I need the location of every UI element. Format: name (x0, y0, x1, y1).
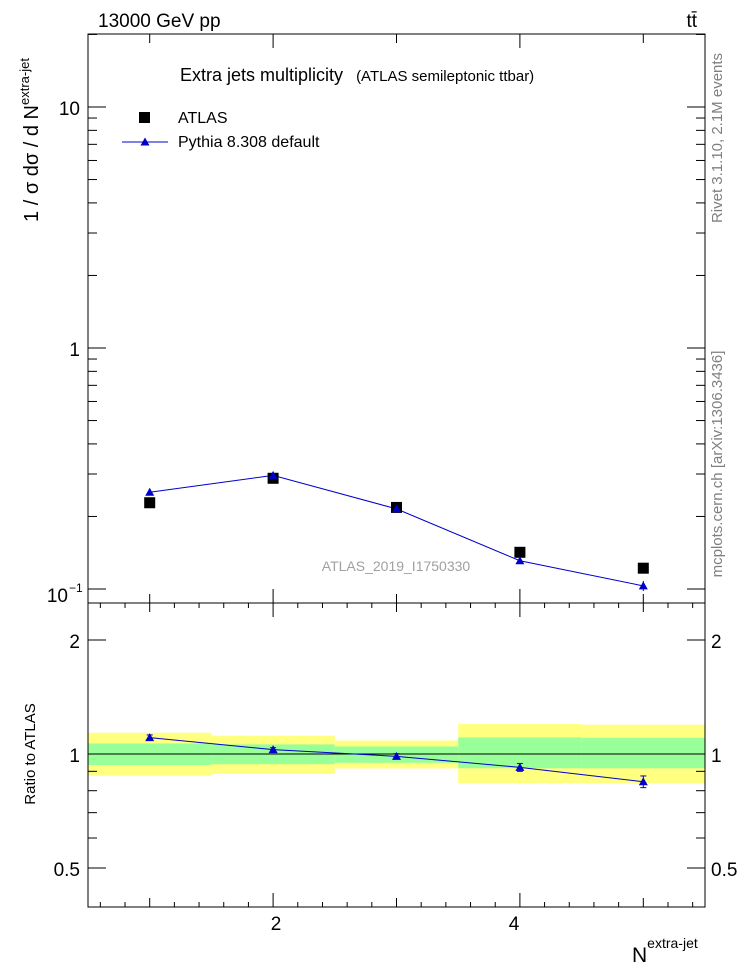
y-tick-label-0.1: 10 (47, 586, 68, 607)
analysis-watermark: ATLAS_2019_I1750330 (322, 558, 471, 574)
energy-label: 13000 GeV pp (98, 11, 221, 32)
legend-pythia-marker (140, 137, 150, 146)
atlas-point (144, 497, 156, 509)
pythia-point (145, 487, 155, 496)
ratio-pythia-point (268, 745, 278, 754)
main-data-layer (144, 470, 649, 592)
ratio-y-label-right-1: 1 (711, 746, 722, 767)
ratio-y-axis-title: Ratio to ATLAS (22, 703, 39, 804)
ratio-y-ticks (88, 639, 705, 869)
y-tick-label-1: 1 (69, 340, 80, 361)
ratio-panel: 2 1 0.5 2 1 0.5 Ratio to ATLAS 2 4 Nextr… (22, 602, 737, 967)
ratio-y-label-1: 1 (69, 746, 80, 767)
chart-title-main: Extra jets multiplicity (180, 65, 343, 85)
ratio-y-label-right-0.5: 0.5 (711, 860, 737, 881)
process-label: tt̄ (686, 11, 697, 32)
ratio-band-green (581, 737, 705, 769)
chart-title-sub: (ATLAS semileptonic ttbar) (356, 68, 534, 85)
y-tick-label-0.1-exp: −1 (69, 581, 83, 595)
rivet-label: Rivet 3.1.10, 2.1M events (709, 53, 726, 223)
ratio-y-label-0.5: 0.5 (54, 860, 80, 881)
main-panel: 10 1 10 −1 1 / σ dσ / d Nextra-jet Extra… (17, 33, 706, 607)
legend-pythia-label: Pythia 8.308 default (178, 134, 320, 151)
pythia-point (392, 504, 401, 513)
ratio-x-ticks (99, 603, 694, 907)
main-y-axis-title: 1 / σ dσ / d Nextra-jet (17, 58, 43, 222)
ratio-pythia-point (145, 733, 155, 742)
atlas-point (637, 562, 649, 574)
atlas-point (514, 546, 526, 558)
pythia-point (268, 470, 278, 479)
mcplots-label: mcplots.cern.ch [arXiv:1306.3436] (709, 351, 726, 578)
ratio-pythia-point (638, 777, 648, 786)
ratio-y-label-right-2: 2 (711, 632, 722, 653)
main-x-ticks (149, 34, 644, 603)
x-axis-title-sup: extra-jet (647, 935, 698, 951)
pythia-point (515, 556, 525, 565)
x-tick-label-2: 2 (271, 914, 282, 935)
x-tick-label-4: 4 (509, 914, 520, 935)
y-tick-label-10: 10 (59, 99, 80, 120)
main-y-axis-title-sup: extra-jet (17, 58, 32, 105)
ratio-pythia-point (392, 751, 401, 760)
x-axis-title-text: N (632, 944, 647, 967)
ratio-pythia-point (515, 762, 525, 771)
ratio-data-layer (145, 733, 648, 789)
ratio-y-label-2: 2 (69, 632, 80, 653)
main-y-axis-title-text: 1 / σ dσ / d N (21, 105, 43, 222)
main-y-ticks (88, 33, 705, 590)
pythia-point (638, 581, 648, 590)
chart-title: Extra jets multiplicity (ATLAS semilepto… (180, 65, 534, 85)
x-axis-title: Nextra-jet (632, 935, 698, 967)
legend-atlas-marker (139, 112, 150, 123)
legend: ATLAS Pythia 8.308 default (122, 110, 320, 151)
legend-atlas-label: ATLAS (178, 110, 228, 127)
